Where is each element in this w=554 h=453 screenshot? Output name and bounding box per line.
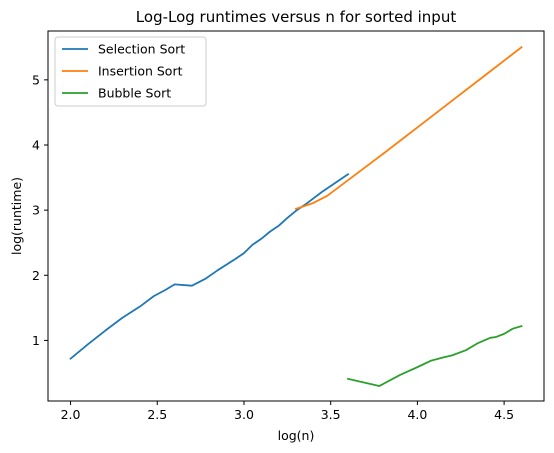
- x-tick-label: 3.0: [234, 407, 254, 422]
- bubble-sort-legend-label: Bubble Sort: [98, 86, 171, 101]
- x-tick-label: 2.0: [61, 407, 81, 422]
- insertion-sort-line: [294, 46, 523, 210]
- plot-lines: [69, 46, 523, 387]
- y-tick-label: 2: [32, 268, 40, 283]
- y-axis-label: log(runtime): [9, 177, 24, 255]
- y-tick-label: 3: [32, 203, 40, 218]
- x-tick-label: 4.5: [494, 407, 514, 422]
- y-tick-label: 1: [32, 333, 40, 348]
- x-tick-label: 3.5: [321, 407, 341, 422]
- bubble-sort-line: [346, 324, 523, 387]
- chart-title: Log-Log runtimes versus n for sorted inp…: [136, 8, 457, 26]
- legend-box: [54, 36, 207, 107]
- x-axis: 2.0 2.5 3.0 3.5 4.0 4.5: [61, 401, 514, 422]
- selection-sort-line: [69, 173, 350, 360]
- x-axis-label: log(n): [278, 428, 315, 443]
- insertion-sort-legend-label: Insertion Sort: [98, 64, 183, 79]
- x-tick-label: 2.5: [147, 407, 167, 422]
- x-tick-label: 4.0: [407, 407, 427, 422]
- y-tick-label: 4: [32, 137, 40, 152]
- y-axis: 1 2 3 4 5: [32, 72, 48, 348]
- legend: Selection Sort Insertion Sort Bubble Sort: [54, 36, 207, 107]
- y-tick-label: 5: [32, 72, 40, 87]
- plot-frame: [47, 30, 545, 402]
- selection-sort-legend-label: Selection Sort: [98, 42, 185, 57]
